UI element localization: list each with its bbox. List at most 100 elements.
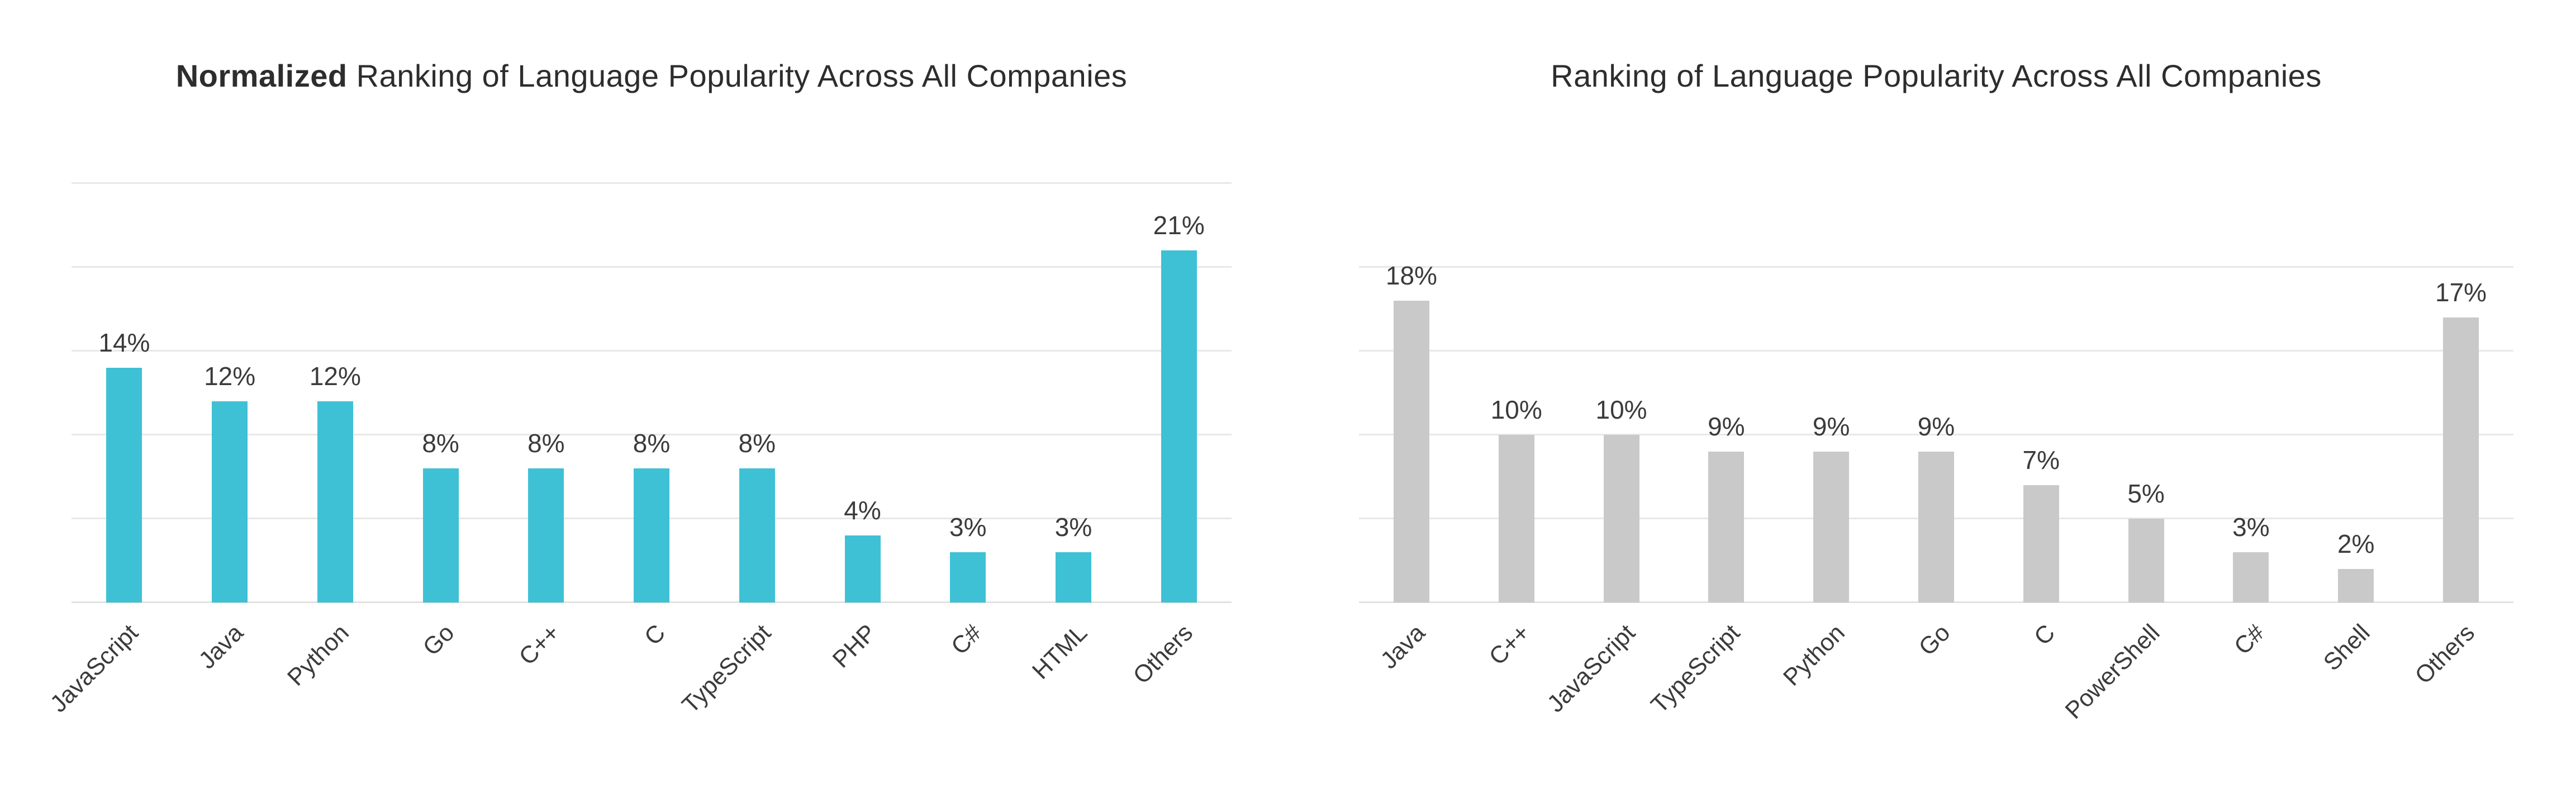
chart-normalized-ranking: Normalized Ranking of Language Popularit…	[45, 0, 1232, 792]
x-tick-label-java: Java	[1375, 619, 1430, 675]
bar-typescript	[1708, 452, 1745, 603]
bar-slot-c: 8% C	[599, 183, 705, 651]
bar-java	[212, 401, 248, 603]
value-label-typescript: 8%	[738, 429, 776, 458]
value-label-c: 8%	[633, 429, 671, 458]
value-label-c: 7%	[2022, 445, 2060, 475]
bar-slot-python: 12% Python	[282, 183, 388, 691]
x-tick-label-python: Python	[282, 619, 354, 691]
gridline-20-percent	[72, 266, 1232, 268]
x-tick-label-others: Others	[2409, 619, 2480, 690]
bars-container: 18% Java 10% C++ 10% JavaScript 9% TypeScript 9%…	[1359, 263, 2513, 724]
value-label-go: 8%	[422, 429, 459, 458]
bar-csharp	[2233, 552, 2269, 603]
x-tick-label-c: C	[2028, 619, 2060, 651]
bar-slot-java: 12% Java	[177, 183, 283, 674]
bar-slot-python: 9% Python	[1778, 267, 1884, 691]
value-label-python: 9%	[1812, 412, 1850, 441]
value-label-cplusplus: 10%	[1490, 395, 1542, 424]
bar-slot-cplusplus: 8% C++	[493, 183, 599, 670]
x-tick-label-csharp: C#	[946, 619, 987, 660]
bar-go	[422, 468, 459, 603]
x-tick-label-javascript: JavaScript	[1542, 619, 1641, 718]
bars-container: 14% JavaScript 12% Java 12% Python 8% Go 8% C++ 8%…	[45, 183, 1232, 719]
bar-slot-javascript: 10% JavaScript	[1542, 267, 1674, 718]
bar-slot-csharp: 3% C#	[2199, 267, 2304, 660]
x-tick-label-c: C	[639, 619, 671, 651]
chart-title: Normalized Ranking of Language Popularit…	[72, 56, 1232, 96]
chart-title-text: Ranking of Language Popularity Across Al…	[347, 58, 1128, 93]
value-label-shell: 2%	[2337, 529, 2375, 558]
x-tick-label-cplusplus: C++	[1484, 619, 1536, 671]
bar-others	[1161, 250, 1197, 603]
x-tick-label-php: PHP	[827, 619, 882, 674]
bar-go	[1918, 452, 1954, 603]
bar-powershell	[2128, 519, 2164, 603]
value-label-go: 9%	[1917, 412, 1955, 441]
value-label-csharp: 3%	[2232, 513, 2270, 542]
x-tick-label-java: Java	[193, 619, 249, 675]
bar-python	[317, 401, 353, 603]
bar-cplusplus	[1498, 435, 1534, 603]
bar-slot-go: 9% Go	[1884, 267, 1989, 661]
gridline-25-percent	[72, 182, 1232, 184]
chart-raw-ranking: Ranking of Language Popularity Across Al…	[1359, 0, 2513, 792]
bar-typescript	[739, 468, 775, 603]
bar-slot-go: 8% Go	[388, 183, 493, 661]
x-tick-label-javascript: JavaScript	[45, 619, 144, 718]
bar-slot-html: 3% HTML	[1021, 183, 1127, 685]
bar-python	[1813, 452, 1850, 603]
value-label-java: 18%	[1385, 261, 1437, 290]
x-tick-label-cplusplus: C++	[514, 619, 565, 671]
bar-slot-typescript: 9% TypeScript	[1646, 267, 1779, 719]
plot-area: 14% JavaScript 12% Java 12% Python 8% Go 8% C++ 8%…	[45, 182, 1232, 719]
chart-title-text: Ranking of Language Popularity Across Al…	[1551, 58, 2322, 93]
bar-javascript	[1603, 435, 1639, 603]
x-tick-label-typescript: TypeScript	[1646, 619, 1746, 719]
bar-slot-shell: 2% Shell	[2303, 267, 2408, 676]
bar-slot-others: 17% Others	[2408, 267, 2513, 689]
value-label-python: 12%	[309, 362, 361, 391]
bar-php	[844, 535, 881, 603]
x-tick-label-powershell: PowerShell	[2060, 619, 2165, 724]
bar-java	[1393, 301, 1429, 603]
bar-slot-php: 4% PHP	[810, 183, 915, 673]
chart-title: Ranking of Language Popularity Across Al…	[1359, 56, 2513, 96]
x-tick-label-go: Go	[1913, 619, 1955, 661]
value-label-javascript: 14%	[98, 328, 150, 357]
value-label-others: 21%	[1153, 211, 1205, 240]
value-label-typescript: 9%	[1708, 412, 1745, 441]
x-tick-label-go: Go	[418, 619, 460, 661]
value-label-html: 3%	[1054, 513, 1092, 542]
gridline-15-percent	[1359, 350, 2513, 352]
bar-slot-cplusplus: 10% C++	[1464, 267, 1569, 670]
value-label-csharp: 3%	[949, 513, 987, 542]
bar-others	[2443, 317, 2479, 603]
gridline-10-percent	[72, 434, 1232, 435]
bar-slot-c: 7% C	[1989, 267, 2094, 651]
bar-javascript	[106, 368, 142, 603]
bar-csharp	[950, 552, 986, 603]
value-label-others: 17%	[2435, 278, 2487, 307]
bar-slot-javascript: 14% JavaScript	[45, 183, 177, 718]
gridline-10-percent	[1359, 434, 2513, 435]
bar-c	[634, 468, 670, 603]
bar-slot-powershell: 5% PowerShell	[2060, 267, 2199, 724]
bar-slot-csharp: 3% C#	[915, 183, 1021, 660]
x-tick-label-shell: Shell	[2318, 619, 2375, 676]
x-tick-label-python: Python	[1778, 619, 1851, 691]
value-label-php: 4%	[844, 496, 881, 525]
bar-c	[2023, 485, 2059, 603]
bar-slot-java: 18% Java	[1359, 263, 1464, 674]
x-tick-label-csharp: C#	[2229, 619, 2270, 660]
chart-title-emphasis: Normalized	[175, 58, 348, 93]
value-label-java: 12%	[204, 362, 256, 391]
bar-cplusplus	[528, 468, 564, 603]
bar-slot-others: 21% Others	[1126, 183, 1232, 689]
value-label-javascript: 10%	[1595, 395, 1647, 424]
plot-area: 18% Java 10% C++ 10% JavaScript 9% TypeScript 9%…	[1359, 263, 2513, 724]
x-tick-label-others: Others	[1128, 619, 1198, 690]
bar-html	[1055, 552, 1091, 603]
x-tick-label-html: HTML	[1027, 619, 1092, 685]
